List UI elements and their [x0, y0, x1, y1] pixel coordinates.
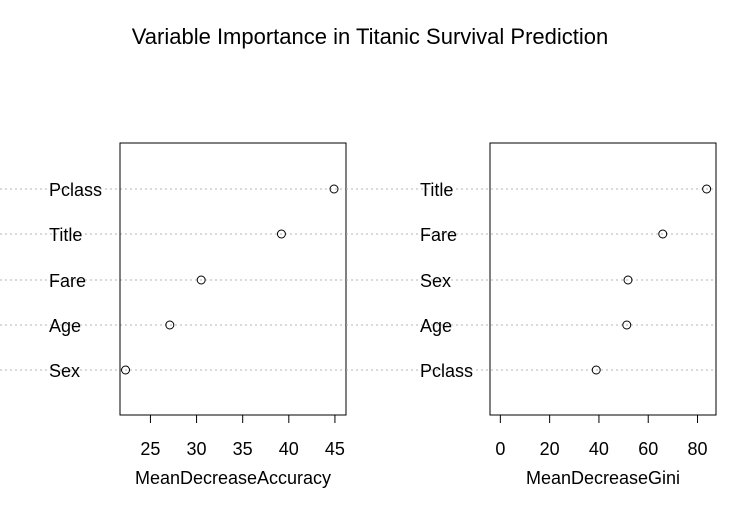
x-axis-label: MeanDecreaseGini: [526, 468, 680, 488]
data-point: [165, 320, 175, 330]
category-label: Title: [49, 225, 82, 245]
x-tick-label: 40: [589, 439, 609, 459]
data-point: [702, 184, 712, 194]
x-axis: 0 20 40 60 80: [495, 414, 708, 459]
plot-box: [489, 142, 717, 416]
x-axis-label: MeanDecreaseAccuracy: [135, 468, 331, 488]
category-label: Pclass: [49, 180, 102, 200]
x-axis: 25 30 35 40 45: [140, 414, 345, 459]
x-tick-label: 25: [140, 439, 160, 459]
x-tick-label: 0: [495, 439, 505, 459]
x-tick-label: 60: [638, 439, 658, 459]
data-point: [591, 365, 601, 375]
category-label: Age: [420, 316, 452, 336]
chart-title: Variable Importance in Titanic Survival …: [132, 24, 608, 49]
data-point: [276, 229, 286, 239]
category-label: Fare: [420, 225, 457, 245]
data-point: [658, 229, 668, 239]
panel-1: Pclass Title Fare Age Sex 25 30 35 40 45 MeanDecre…: [0, 142, 347, 488]
category-label: Sex: [49, 361, 80, 381]
x-tick-label: 40: [279, 439, 299, 459]
category-label: Age: [49, 316, 81, 336]
category-label: Title: [420, 180, 453, 200]
x-tick-label: 30: [187, 439, 207, 459]
data-point: [196, 275, 206, 285]
data-point: [623, 275, 633, 285]
plot-box: [119, 142, 347, 416]
x-tick-label: 80: [688, 439, 708, 459]
data-point: [329, 184, 339, 194]
category-label: Fare: [49, 271, 86, 291]
data-point: [121, 365, 131, 375]
panel-2: Title Fare Sex Age Pclass 0 20 40 60 80 MeanDecrea…: [346, 142, 717, 488]
category-label: Pclass: [420, 361, 473, 381]
category-label: Sex: [420, 271, 451, 291]
x-tick-label: 20: [540, 439, 560, 459]
x-tick-label: 35: [233, 439, 253, 459]
data-point: [622, 320, 632, 330]
x-tick-label: 45: [325, 439, 345, 459]
